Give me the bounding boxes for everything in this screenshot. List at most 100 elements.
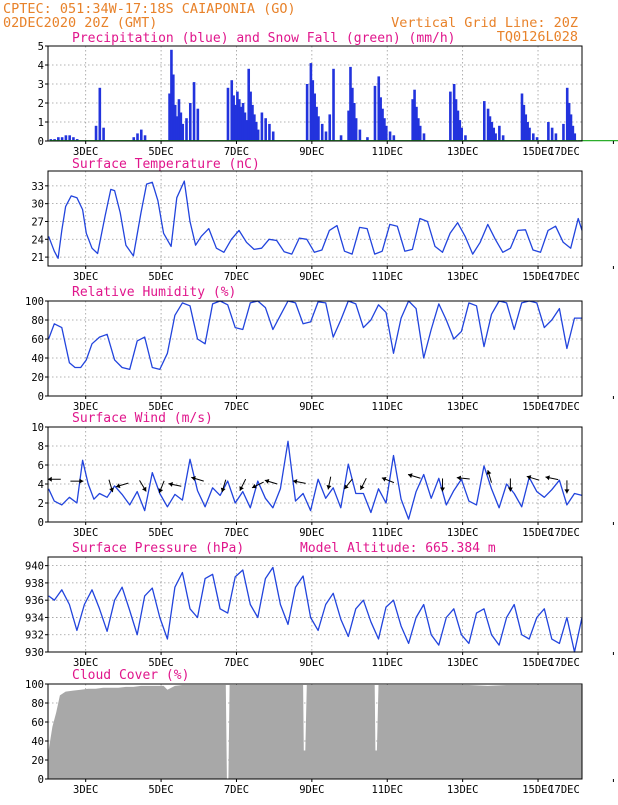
precip-bar	[72, 137, 75, 141]
y-tick-label: 20	[31, 372, 44, 384]
y-tick-label: 3	[38, 79, 44, 91]
precip-bar	[498, 125, 501, 141]
precip-bar	[522, 104, 526, 141]
y-tick-label: 5	[38, 41, 44, 53]
x-tick-label: 5DEC	[148, 784, 173, 796]
precip-bar	[490, 122, 494, 141]
x-tick-label: 9DEC	[299, 271, 324, 283]
precip-bar	[417, 118, 420, 141]
x-tick-label: 17DEC	[548, 784, 580, 796]
panel-wind: Surface Wind (m/s) 0 2 4 6 8 10 3DEC 5DEC 7DEC 9DE…	[31, 411, 614, 539]
y-tick-label: 0	[38, 774, 44, 786]
wind-arrow	[507, 478, 513, 492]
y-tick-label: 6	[38, 460, 44, 472]
precip-bar	[531, 133, 535, 141]
wind-arrow	[115, 482, 129, 489]
snow-bar	[577, 140, 618, 142]
precip-bar	[528, 127, 531, 141]
x-tick-label: 15DEC	[522, 784, 554, 796]
precip-bar	[256, 129, 260, 141]
precip-bar	[413, 89, 416, 141]
wind-arrow	[168, 482, 182, 487]
precip-bar	[173, 104, 177, 141]
precip-bar	[392, 135, 396, 141]
precip-bar	[311, 80, 315, 141]
precip-bar	[452, 84, 456, 141]
precip-bar	[241, 103, 245, 141]
y-tick-label: 10	[31, 422, 44, 434]
precip-bar	[245, 120, 249, 141]
x-tick-label: 9DEC	[299, 527, 324, 539]
panel-title: Surface Temperature (nC)	[72, 157, 260, 172]
y-tick-label: 40	[31, 353, 44, 365]
x-tick-label: 3DEC	[73, 784, 98, 796]
x-tick-label: 5DEC	[148, 146, 173, 158]
precip-bar	[411, 99, 414, 141]
x-tick-label: 11DEC	[371, 657, 403, 669]
precip-bar	[172, 74, 175, 141]
precip-bar	[324, 131, 328, 141]
y-tick-label: 932	[25, 630, 44, 642]
precip-bar	[381, 108, 384, 141]
panel-pres: Surface Pressure (hPa) Model Altitude: 66…	[25, 541, 614, 669]
panel-cloud: Cloud Cover (%) 0 20 40 60 80 100 3DEC 5DEC 7DEC 9…	[25, 668, 614, 796]
precip-bar	[253, 114, 256, 141]
x-tick-label: 3DEC	[73, 401, 98, 413]
precip-bar	[456, 110, 460, 141]
y-tick-label: 21	[31, 252, 44, 264]
x-tick-label: 17DEC	[548, 527, 580, 539]
wind-arrow	[545, 475, 559, 481]
x-tick-label: 9DEC	[299, 784, 324, 796]
precip-bar	[494, 133, 497, 141]
y-tick-label: 33	[31, 181, 44, 193]
precip-bar	[547, 122, 550, 141]
panel-frame	[47, 556, 583, 653]
precip-bar	[562, 123, 565, 141]
precip-bar	[192, 82, 196, 141]
y-tick-label: 8	[38, 441, 44, 453]
y-tick-label: 60	[31, 334, 44, 346]
precip-bar	[226, 87, 230, 141]
y-tick-label: 940	[25, 561, 44, 573]
precip-bar	[486, 108, 490, 141]
precip-bar	[136, 133, 139, 141]
precip-bar	[349, 66, 352, 141]
x-tick-label: 7DEC	[224, 527, 249, 539]
precip-bar	[188, 103, 192, 141]
panels: Precipitation (blue) and Snow Fall (gree…	[25, 31, 618, 796]
precip-bar	[181, 123, 185, 141]
precip-bar	[185, 118, 188, 141]
precip-bar	[415, 106, 418, 141]
x-tick-label: 13DEC	[447, 271, 479, 283]
precip-bar	[98, 87, 102, 141]
x-tick-label: 3DEC	[73, 657, 98, 669]
y-tick-label: 100	[25, 679, 44, 691]
y-tick-label: 60	[31, 717, 44, 729]
precip-bar	[332, 68, 335, 141]
precip-bar	[554, 133, 558, 141]
wind-arrow	[70, 478, 84, 484]
header-line1: CPTEC: 051:34W-17:18S CAIAPONIA (GO)	[3, 1, 296, 17]
x-tick-label: 13DEC	[447, 146, 479, 158]
wind-arrow	[360, 477, 367, 491]
panel-temp: Surface Temperature (nC) 21 24 27 30 33 3DEC 5D…	[31, 157, 614, 283]
panel-frame	[47, 170, 583, 267]
x-tick-label: 11DEC	[371, 527, 403, 539]
y-tick-label: 0	[38, 391, 44, 403]
panel-frame	[47, 45, 583, 142]
panel-title: Precipitation (blue) and Snow Fall (gree…	[72, 31, 456, 46]
precip-bar	[102, 127, 105, 141]
x-tick-label: 7DEC	[224, 401, 249, 413]
precip-bar	[230, 80, 234, 141]
precip-bar	[366, 137, 369, 141]
precip-bar	[383, 118, 386, 141]
precip-bar	[196, 108, 200, 141]
x-tick-label: 9DEC	[299, 401, 324, 413]
precip-bar	[571, 125, 575, 141]
precip-bar	[249, 91, 252, 141]
precip-bar	[179, 112, 183, 141]
wind-line	[48, 440, 583, 520]
x-tick-label: 13DEC	[447, 657, 479, 669]
wind-arrow	[220, 479, 227, 493]
